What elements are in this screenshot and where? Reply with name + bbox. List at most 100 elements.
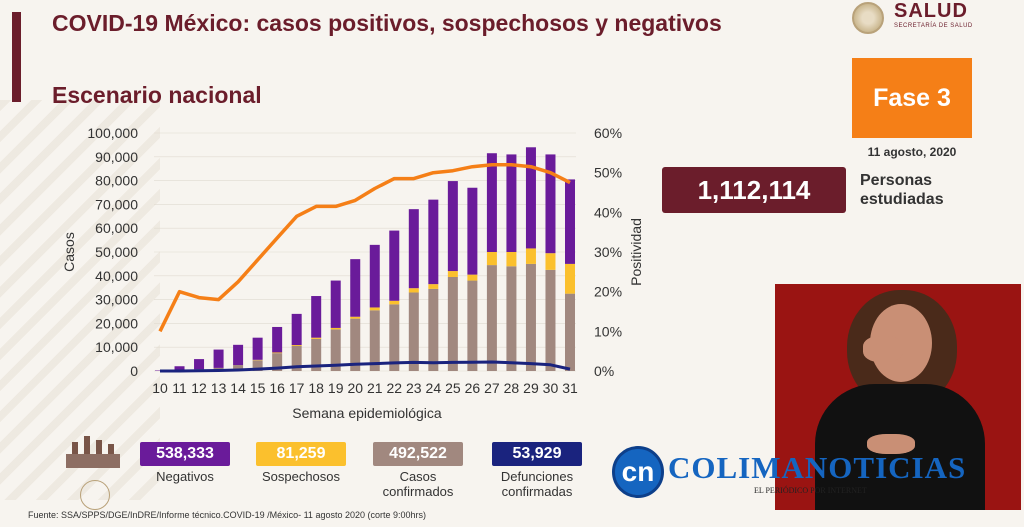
chart-grid (154, 132, 576, 372)
page-title: COVID-19 México: casos positivos, sospec… (52, 10, 722, 36)
bar-negativos (252, 337, 263, 360)
y2-tick-label: 0% (594, 363, 614, 379)
chart-bars (155, 147, 575, 371)
y-tick-label: 40,000 (95, 268, 138, 284)
x-tick-label: 20 (347, 380, 363, 396)
phase-date: 11 agosto, 2020 (867, 145, 957, 159)
brand-tagline: EL PERIÓDICO POR INTERNET (754, 486, 867, 495)
y2-tick-label: 10% (594, 323, 622, 339)
x-tick-label: 18 (308, 380, 324, 396)
bar-sospechosos (428, 284, 439, 289)
bar-negativos (428, 199, 439, 285)
total-studied-label: Personas estudiadas (860, 171, 1000, 209)
bar-negativos (213, 349, 224, 368)
bar-confirmados (447, 276, 458, 371)
y-tick-label: 80,000 (95, 173, 138, 189)
stat-label: Casos confirmados (382, 469, 454, 499)
bar-sospechosos (350, 316, 361, 319)
bar-confirmados (311, 338, 322, 371)
stat-label: Sospechosos (261, 469, 341, 484)
stat-card: 538,333 Negativos (140, 442, 230, 484)
bar-negativos (486, 153, 497, 252)
logo-name: SALUD (894, 0, 968, 22)
x-tick-label: 22 (386, 380, 402, 396)
phase-badge: Fase 3 (852, 58, 972, 138)
bar-negativos (174, 366, 185, 371)
y-axis-label: Casos (61, 232, 77, 272)
y-tick-label: 30,000 (95, 292, 138, 308)
bar-negativos (350, 259, 361, 317)
x-tick-label: 12 (191, 380, 207, 396)
bar-negativos (467, 187, 478, 275)
sign-language-interpreter (775, 284, 1021, 510)
bar-sospechosos (389, 300, 400, 305)
x-tick-label: 11 (172, 380, 187, 396)
x-tick-label: 27 (484, 380, 500, 396)
x-tick-label: 24 (426, 380, 442, 396)
bar-sospechosos (408, 288, 419, 293)
y2-tick-label: 60% (594, 125, 622, 141)
y-tick-label: 0 (130, 363, 138, 379)
y2-tick-label: 20% (594, 284, 622, 300)
x-tick-label: 19 (328, 380, 344, 396)
bar-confirmados (389, 304, 400, 371)
bar-sospechosos (272, 352, 283, 354)
brand-initials: cn (612, 446, 664, 498)
bar-negativos (233, 344, 244, 366)
bar-sospechosos (506, 252, 517, 267)
bar-negativos (330, 280, 341, 328)
y2-tick-label: 40% (594, 204, 622, 220)
x-axis-label: Semana epidemiológica (292, 405, 442, 421)
bar-negativos (311, 296, 322, 338)
bar-negativos (389, 230, 400, 301)
colimanoticias-watermark: cn COLIMANOTICIAS EL PERIÓDICO POR INTER… (612, 446, 972, 498)
bar-confirmados (350, 318, 361, 371)
emblem-icon (80, 480, 110, 510)
total-label-line2: estudiadas (860, 191, 944, 208)
stat-value: 53,929 (492, 442, 582, 466)
monument-icon (64, 432, 122, 470)
x-tick-label: 10 (152, 380, 168, 396)
logo-subtitle: SECRETARÍA DE SALUD (894, 23, 973, 29)
bar-sospechosos (565, 263, 575, 294)
bar-sospechosos (369, 307, 380, 311)
x-tick-label: 16 (269, 380, 285, 396)
bar-negativos (291, 313, 302, 346)
bar-confirmados (428, 288, 439, 371)
stat-value: 492,522 (373, 442, 463, 466)
stat-card: 81,259 Sospechosos (256, 442, 346, 484)
x-tick-label: 14 (230, 380, 246, 396)
x-tick-label: 29 (523, 380, 539, 396)
stat-value: 538,333 (140, 442, 230, 466)
bar-confirmados (565, 293, 575, 371)
x-tick-label: 28 (504, 380, 520, 396)
x-tick-label: 25 (445, 380, 461, 396)
bar-confirmados (525, 263, 536, 371)
accent-bar (12, 12, 21, 102)
stat-label: Negativos (156, 469, 214, 484)
bar-sospechosos (467, 274, 478, 281)
bar-negativos (506, 154, 517, 252)
salud-logo: SALUD SECRETARÍA DE SALUD (852, 0, 1022, 36)
total-label-line1: Personas (860, 172, 933, 189)
bar-sospechosos (291, 345, 302, 347)
bar-confirmados (233, 365, 244, 371)
x-tick-label: 13 (211, 380, 227, 396)
y2-tick-label: 50% (594, 165, 622, 181)
bar-confirmados (252, 360, 263, 371)
bar-sospechosos (311, 337, 322, 339)
cases-chart: 0 10,000 20,000 30,000 40,000 50,000 60,000 70,… (61, 125, 644, 421)
line-defunciones (160, 360, 571, 373)
bar-negativos (565, 179, 575, 264)
bar-sospechosos (447, 271, 458, 277)
y2-axis-label: Positividad (628, 218, 644, 286)
x-tick-label: 21 (367, 380, 383, 396)
bar-sospechosos (486, 252, 497, 266)
y-tick-label: 60,000 (95, 220, 138, 236)
seal-icon (852, 2, 884, 34)
bar-confirmados (506, 266, 517, 371)
bar-negativos (447, 181, 458, 272)
x-tick-label: 17 (289, 380, 305, 396)
x-tick-label: 26 (465, 380, 481, 396)
bar-negativos (408, 209, 419, 289)
